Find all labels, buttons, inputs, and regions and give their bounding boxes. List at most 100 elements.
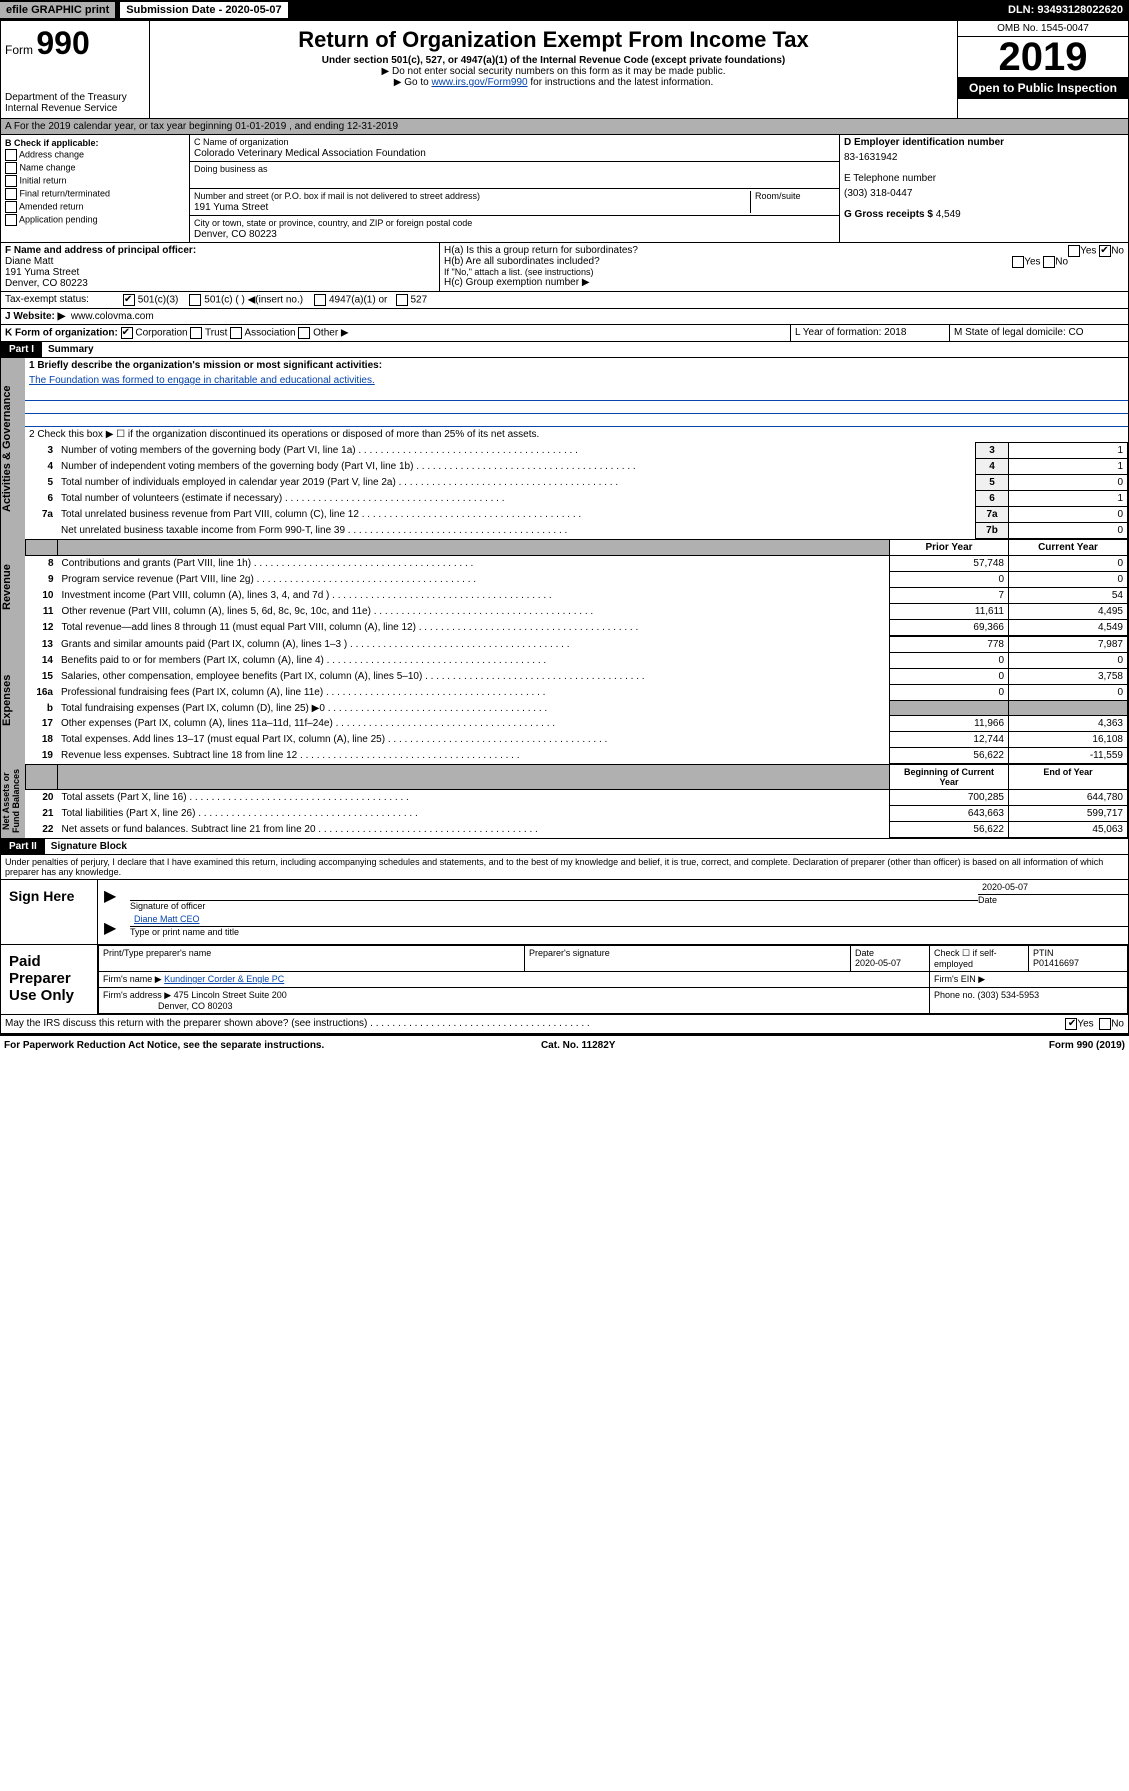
side-revenue: Revenue	[1, 539, 25, 636]
firm-addr: 475 Lincoln Street Suite 200	[174, 990, 287, 1000]
officer-typed-name: Diane Matt CEO	[130, 912, 1128, 927]
b-opt-4[interactable]: Amended return	[5, 201, 185, 213]
i-501c3[interactable]	[123, 294, 135, 306]
street-address: 191 Yuma Street	[194, 202, 268, 213]
begin-year-hdr: Beginning of Current Year	[890, 765, 1009, 790]
current-year-hdr: Current Year	[1009, 540, 1128, 556]
table-row: 21Total liabilities (Part X, line 26)643…	[26, 806, 1128, 822]
tax-year: 2019	[958, 37, 1128, 77]
part-i-header: Part I Summary	[0, 342, 1129, 358]
part-i-badge: Part I	[1, 342, 42, 357]
paid-preparer-label: Paid Preparer Use Only	[1, 945, 98, 1014]
self-employed-check[interactable]: Check ☐ if self-employed	[930, 946, 1029, 972]
b-opt-3[interactable]: Final return/terminated	[5, 188, 185, 200]
discuss-yes[interactable]	[1065, 1018, 1077, 1030]
arrow-icon: ▶	[98, 912, 130, 944]
table-row: 17Other expenses (Part IX, column (A), l…	[25, 716, 1128, 732]
i-4947[interactable]	[314, 294, 326, 306]
table-row: 7aTotal unrelated business revenue from …	[25, 507, 1128, 523]
h-c: H(c) Group exemption number ▶	[444, 277, 1124, 288]
k-corp[interactable]	[121, 327, 133, 339]
j-label: J Website: ▶	[5, 311, 65, 322]
gross-receipts: G Gross receipts $ 4,549	[844, 209, 1124, 220]
table-row: 4Number of independent voting members of…	[25, 459, 1128, 475]
irs-link[interactable]: www.irs.gov/Form990	[431, 77, 527, 88]
subtitle-3: ▶ Go to www.irs.gov/Form990 for instruct…	[154, 77, 953, 88]
sig-officer-label: Signature of officer	[130, 901, 978, 911]
b-opt-1[interactable]: Name change	[5, 162, 185, 174]
table-row: 15Salaries, other compensation, employee…	[25, 669, 1128, 685]
form-title: Return of Organization Exempt From Incom…	[154, 27, 953, 53]
section-b: B Check if applicable: Address change Na…	[1, 135, 190, 242]
line1-label: 1 Briefly describe the organization's mi…	[29, 360, 382, 371]
preparer-date-hdr: Date	[855, 948, 874, 958]
netassets-table: Beginning of Current YearEnd of Year 20T…	[25, 764, 1128, 838]
paid-preparer-block: Paid Preparer Use Only Print/Type prepar…	[0, 945, 1129, 1015]
h-b: H(b) Are all subordinates included? Yes …	[444, 256, 1124, 267]
expenses-section: Expenses 13Grants and similar amounts pa…	[0, 636, 1129, 764]
table-row: 12Total revenue—add lines 8 through 11 (…	[26, 620, 1128, 636]
line2-text: 2 Check this box ▶ ☐ if the organization…	[25, 427, 1128, 442]
line-i: Tax-exempt status: 501(c)(3) 501(c) ( ) …	[0, 292, 1129, 309]
part-ii-title: Signature Block	[45, 839, 133, 854]
page-footer: For Paperwork Reduction Act Notice, see …	[0, 1034, 1129, 1055]
discuss-no[interactable]	[1099, 1018, 1111, 1030]
discuss-text: May the IRS discuss this return with the…	[5, 1018, 984, 1030]
subtitle-1: Under section 501(c), 527, or 4947(a)(1)…	[154, 55, 953, 66]
firm-ein-label: Firm's EIN ▶	[930, 972, 1128, 988]
revenue-section: Revenue Prior YearCurrent Year 8Contribu…	[0, 539, 1129, 636]
hb-yes[interactable]	[1012, 256, 1024, 268]
table-row: 20Total assets (Part X, line 16)700,2856…	[26, 790, 1128, 806]
k-other[interactable]	[298, 327, 310, 339]
k-assoc[interactable]	[230, 327, 242, 339]
side-activities: Activities & Governance	[1, 358, 25, 539]
efile-label[interactable]: efile GRAPHIC print	[0, 2, 115, 18]
form-header: Form 990 Department of the Treasury Inte…	[0, 20, 1129, 119]
h-b-note: If "No," attach a list. (see instruction…	[444, 267, 1124, 277]
table-row: 10Investment income (Part VIII, column (…	[26, 588, 1128, 604]
perjury-text: Under penalties of perjury, I declare th…	[0, 855, 1129, 880]
b-opt-2[interactable]: Initial return	[5, 175, 185, 187]
ein-value: 83-1631942	[844, 152, 1124, 163]
table-row: 5Total number of individuals employed in…	[25, 475, 1128, 491]
topbar: efile GRAPHIC print Submission Date - 20…	[0, 0, 1129, 20]
k-trust[interactable]	[190, 327, 202, 339]
table-row: 6Total number of volunteers (estimate if…	[25, 491, 1128, 507]
i-501c[interactable]	[189, 294, 201, 306]
ein-label: D Employer identification number	[844, 137, 1124, 148]
sign-block: Sign Here ▶ Signature of officer 2020-05…	[0, 880, 1129, 945]
ha-no[interactable]	[1099, 245, 1111, 257]
end-year-hdr: End of Year	[1009, 765, 1128, 790]
i-527[interactable]	[396, 294, 408, 306]
activities-governance: Activities & Governance 1 Briefly descri…	[0, 358, 1129, 539]
ptin-label: PTIN	[1033, 948, 1054, 958]
table-row: 22Net assets or fund balances. Subtract …	[26, 822, 1128, 838]
ha-yes[interactable]	[1068, 245, 1080, 257]
header-boxes: B Check if applicable: Address change Na…	[0, 135, 1129, 242]
b-opt-5[interactable]: Application pending	[5, 214, 185, 226]
officer-name: Diane Matt	[5, 256, 53, 267]
table-row: 14Benefits paid to or for members (Part …	[25, 653, 1128, 669]
side-expenses: Expenses	[1, 636, 25, 764]
gov-table: 3Number of voting members of the governi…	[25, 442, 1128, 539]
section-c: C Name of organizationColorado Veterinar…	[190, 135, 840, 242]
f-label: F Name and address of principal officer:	[5, 245, 196, 256]
sig-date: 2020-05-07	[978, 880, 1128, 895]
form-number: Form 990	[5, 25, 145, 62]
firm-name-label: Firm's name ▶	[103, 974, 162, 984]
netassets-section: Net Assets or Fund Balances Beginning of…	[0, 764, 1129, 839]
side-netassets: Net Assets or Fund Balances	[1, 764, 25, 838]
subtitle-2: ▶ Do not enter social security numbers o…	[154, 66, 953, 77]
hb-no[interactable]	[1043, 256, 1055, 268]
typed-name-label: Type or print name and title	[130, 927, 1128, 937]
phone-label: E Telephone number	[844, 173, 1124, 184]
table-row: 18Total expenses. Add lines 13–17 (must …	[25, 732, 1128, 748]
line-j: J Website: ▶ www.colovma.com	[0, 309, 1129, 325]
table-row: 11Other revenue (Part VIII, column (A), …	[26, 604, 1128, 620]
b-opt-0[interactable]: Address change	[5, 149, 185, 161]
firm-name: Kundinger Corder & Engle PC	[164, 974, 284, 984]
dept-treasury: Department of the Treasury Internal Reve…	[5, 92, 145, 114]
officer-addr: 191 Yuma Street	[5, 267, 79, 278]
preparer-date: 2020-05-07	[855, 958, 901, 968]
dln: DLN: 93493128022620	[1008, 4, 1129, 16]
